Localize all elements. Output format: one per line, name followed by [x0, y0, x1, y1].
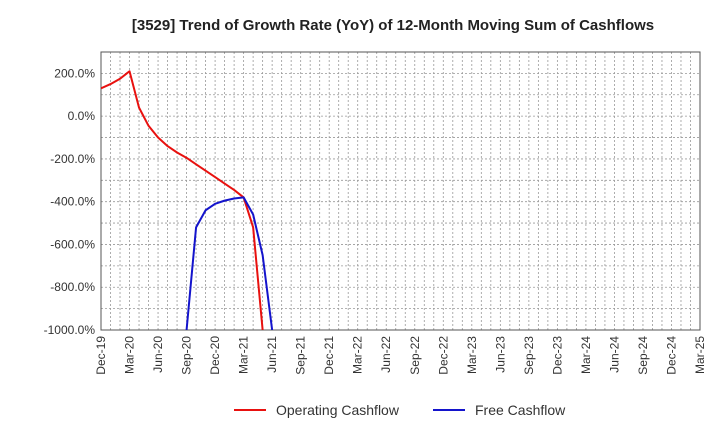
plot-frame: [100, 51, 701, 331]
x-tick-label: Dec-23: [550, 336, 564, 375]
x-tick-label: Mar-21: [237, 336, 251, 374]
y-tick-label: -400.0%: [50, 195, 95, 209]
x-tick-label: Jun-22: [379, 336, 393, 373]
x-tick-label: Sep-23: [522, 336, 536, 375]
y-tick-label: -1000.0%: [44, 323, 96, 337]
x-tick-label: Sep-21: [294, 336, 308, 375]
x-tick-label: Mar-22: [351, 336, 365, 374]
legend-label-free-cashflow: Free Cashflow: [475, 402, 566, 418]
y-tick-label: -800.0%: [50, 280, 95, 294]
legend-label-operating-cashflow: Operating Cashflow: [276, 402, 400, 418]
y-axis-ticks: 200.0% 0.0% -200.0% -400.0% -600.0% -800.0% -1…: [44, 66, 96, 337]
x-tick-label: Jun-20: [151, 336, 165, 373]
series-line-operating-cashflow: [101, 70, 264, 330]
x-tick-label: Dec-21: [322, 336, 336, 375]
y-tick-label: 200.0%: [54, 66, 95, 80]
chart-title: [3529] Trend of Growth Rate (YoY) of 12-…: [132, 17, 654, 34]
x-tick-label: Dec-19: [94, 336, 108, 375]
legend: Operating Cashflow Free Cashflow: [234, 402, 566, 418]
x-tick-label: Dec-20: [208, 336, 222, 375]
y-tick-label: 0.0%: [68, 109, 96, 123]
y-tick-label: -600.0%: [50, 237, 95, 251]
series-lines: [101, 70, 274, 330]
y-tick-label: -200.0%: [50, 152, 95, 166]
x-tick-label: Jun-24: [607, 336, 621, 373]
x-tick-label: Sep-22: [408, 336, 422, 375]
x-tick-label: Sep-24: [636, 336, 650, 375]
x-tick-label: Mar-23: [465, 336, 479, 374]
x-tick-label: Sep-20: [180, 336, 194, 375]
series-line-free-cashflow: [185, 196, 274, 330]
axes: [100, 51, 701, 331]
x-tick-label: Dec-24: [664, 336, 678, 375]
x-tick-label: Mar-24: [579, 336, 593, 374]
x-tick-label: Jun-21: [265, 336, 279, 373]
x-tick-label: Dec-22: [436, 336, 450, 375]
x-tick-label: Mar-20: [123, 336, 137, 374]
x-tick-label: Mar-25: [693, 336, 707, 374]
x-axis-ticks: Dec-19 Mar-20 Jun-20 Sep-20 Dec-20 Mar-21 Jun-…: [94, 336, 707, 375]
x-tick-label: Jun-23: [493, 336, 507, 373]
